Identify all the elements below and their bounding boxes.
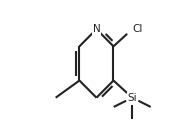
Text: Cl: Cl	[132, 24, 143, 34]
Text: N: N	[93, 24, 100, 34]
Text: Si: Si	[127, 93, 137, 103]
